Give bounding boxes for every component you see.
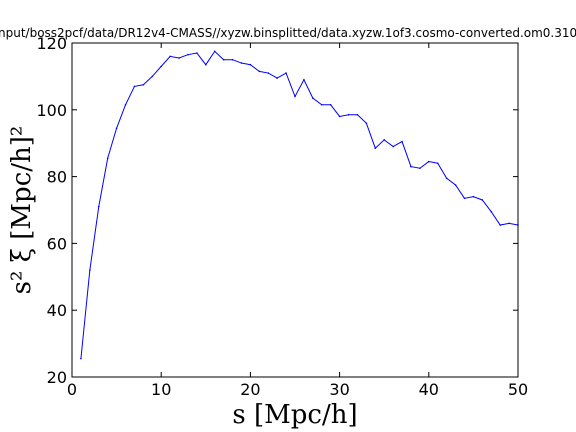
x-axis: 0 10 20 30 40 50 [67,43,528,399]
data-point [356,114,359,116]
y-axis-label: s² ξ [Mpc/h]² [7,126,37,295]
y-tick-label: 20 [47,368,67,387]
x-tick-label: 10 [151,380,171,399]
data-point [338,115,341,118]
data-point [205,63,207,66]
data-point [508,222,510,225]
data-point [133,85,136,88]
data-point [142,83,145,86]
data-point [222,58,225,61]
data-point [383,139,386,141]
data-point [490,210,493,213]
plot-area [80,50,519,360]
data-point [80,357,82,360]
data-point [347,114,350,116]
data-point [240,62,243,64]
data-point [213,50,216,53]
data-point [160,65,162,68]
y-tick-label: 40 [47,301,67,320]
x-axis-label: s [Mpc/h] [232,400,357,430]
data-point [472,195,475,198]
data-point [410,165,412,168]
data-point [169,55,171,58]
data-point [178,57,180,59]
data-point [312,97,314,99]
data-point [89,269,91,271]
data-point [231,58,234,61]
x-tick-label: 30 [329,380,349,399]
data-point [303,78,305,81]
data-point [436,162,439,165]
x-tick-label: 50 [508,380,528,399]
y-tick-label: 60 [47,234,67,253]
data-point [463,197,466,200]
plot-frame [71,42,519,378]
data-point [258,70,261,73]
data-point [365,122,368,124]
data-point [320,103,323,106]
y-tick-label: 120 [36,34,67,53]
data-point [196,52,198,54]
data-point [392,145,394,148]
data-point [481,199,484,201]
data-point [97,205,100,208]
y-axis: 20 40 60 80 100 120 [36,34,518,387]
data-point [106,157,109,160]
data-point [115,127,118,129]
x-tick-label: 40 [419,380,439,399]
data-point [329,103,332,106]
data-point [428,160,430,163]
data-point [124,103,127,106]
data-point [187,53,189,56]
data-point [249,63,252,66]
y-tick-label: 80 [47,168,67,187]
data-point [276,77,278,79]
x-tick-label: 20 [240,380,260,399]
data-point [151,75,154,78]
data-point [499,224,501,226]
data-point [267,72,270,74]
x-tick-label: 0 [67,380,77,399]
data-point [445,177,448,180]
data-point [419,167,421,170]
data-point [401,140,403,143]
data-point [454,184,457,186]
series-line [80,50,519,359]
y-tick-label: 100 [36,101,67,120]
chart-title: nput/boss2pcf/data/DR12v4-CMASS//xyzw.bi… [0,26,576,40]
data-point [294,95,296,98]
data-point [285,72,287,74]
data-point [374,147,377,150]
